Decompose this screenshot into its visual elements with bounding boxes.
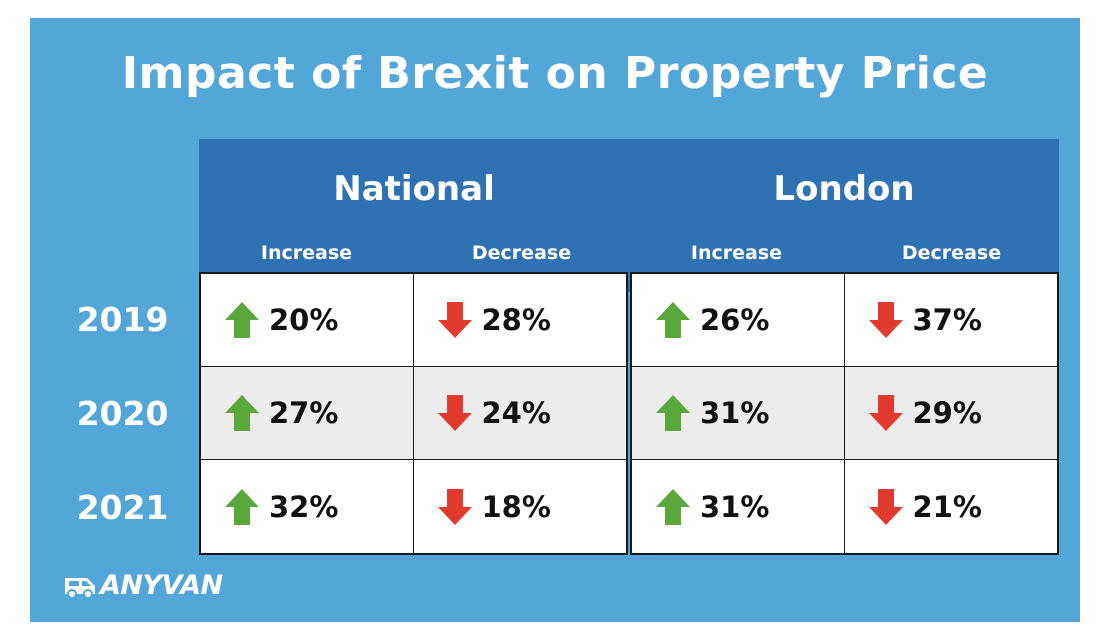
table-header: National London Increase Decrease Increa… bbox=[199, 139, 1059, 292]
cell-london-decrease-2019: 37% bbox=[844, 274, 1057, 367]
cell-value: 26% bbox=[700, 303, 770, 337]
cell-value: 37% bbox=[912, 303, 982, 337]
group-header-national: National bbox=[333, 169, 495, 209]
national-grid: 20% 28% 27% 24% 32% 18% bbox=[199, 272, 628, 555]
cell-national-decrease-2020: 24% bbox=[413, 367, 626, 460]
up-arrow-icon bbox=[225, 488, 259, 525]
up-arrow-icon bbox=[656, 488, 690, 525]
cell-national-decrease-2021: 18% bbox=[414, 460, 627, 553]
down-arrow-icon bbox=[437, 488, 472, 525]
cell-london-decrease-2021: 21% bbox=[845, 460, 1058, 553]
cell-london-increase-2020: 31% bbox=[632, 367, 845, 460]
van-icon bbox=[65, 577, 95, 599]
up-arrow-icon bbox=[225, 302, 259, 338]
down-arrow-icon bbox=[868, 302, 903, 338]
cell-value: 31% bbox=[700, 396, 770, 430]
up-arrow-icon bbox=[656, 302, 690, 338]
cell-value: 31% bbox=[700, 489, 770, 524]
cell-value: 28% bbox=[481, 303, 551, 337]
row-label-2020: 2020 bbox=[76, 394, 169, 433]
down-arrow-icon bbox=[437, 302, 472, 338]
up-arrow-icon bbox=[656, 395, 690, 431]
subheader-london-increase: Increase bbox=[690, 242, 783, 264]
cell-london-decrease-2020: 29% bbox=[844, 367, 1057, 460]
cell-national-decrease-2019: 28% bbox=[413, 274, 626, 367]
cell-value: 29% bbox=[912, 396, 982, 430]
subheader-national-increase: Increase bbox=[260, 242, 353, 264]
subheader-london-decrease: Decrease bbox=[901, 242, 1002, 264]
down-arrow-icon bbox=[868, 488, 903, 525]
anyvan-logo: ANYVAN bbox=[62, 570, 223, 601]
cell-value: 32% bbox=[269, 489, 339, 524]
row-label-2019: 2019 bbox=[76, 300, 169, 339]
subheader-national-decrease: Decrease bbox=[471, 242, 572, 264]
cell-national-increase-2020: 27% bbox=[201, 367, 414, 460]
row-label-2021: 2021 bbox=[76, 488, 169, 527]
london-grid: 26% 37% 31% 29% 31% 21% bbox=[630, 272, 1059, 555]
cell-value: 18% bbox=[481, 489, 551, 524]
cell-london-increase-2019: 26% bbox=[632, 274, 845, 367]
down-arrow-icon bbox=[868, 395, 903, 431]
cell-national-increase-2021: 32% bbox=[201, 460, 414, 553]
cell-value: 20% bbox=[269, 303, 339, 337]
infographic-card: Impact of Brexit on Property Price Natio… bbox=[30, 18, 1080, 622]
up-arrow-icon bbox=[225, 395, 259, 431]
cell-value: 21% bbox=[912, 489, 982, 524]
chart-title: Impact of Brexit on Property Price bbox=[121, 48, 989, 99]
cell-value: 27% bbox=[269, 396, 339, 430]
cell-national-increase-2019: 20% bbox=[201, 274, 414, 367]
cell-london-increase-2021: 31% bbox=[632, 460, 845, 553]
down-arrow-icon bbox=[437, 395, 472, 431]
logo-text: ANYVAN bbox=[100, 570, 223, 601]
group-header-london: London bbox=[773, 169, 915, 209]
cell-value: 24% bbox=[481, 396, 551, 430]
